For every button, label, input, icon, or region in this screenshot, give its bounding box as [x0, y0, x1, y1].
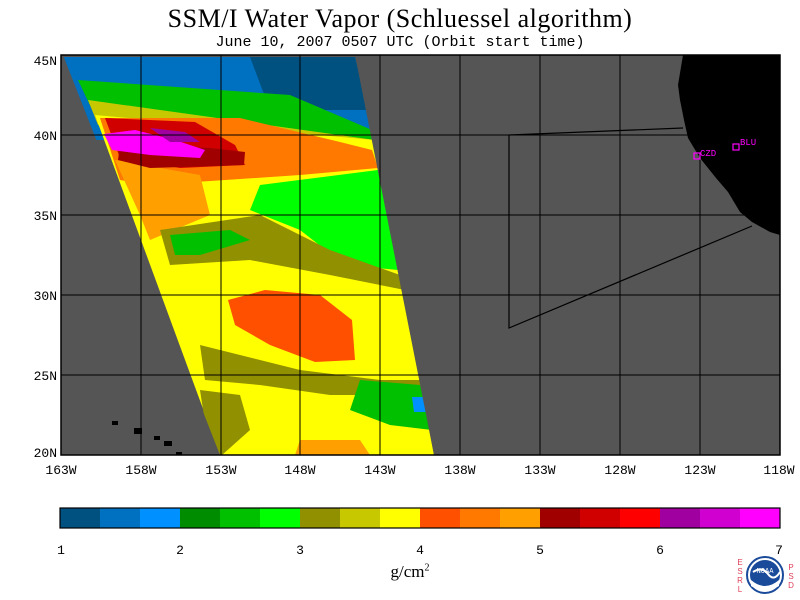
- colorbar-segment: [220, 508, 261, 528]
- logo-letter: P: [788, 563, 794, 572]
- lat-label: 25N: [34, 369, 57, 384]
- colorbar-tick: 4: [416, 543, 424, 558]
- lon-label: 128W: [604, 463, 635, 478]
- swath-band-orange-light: [115, 160, 210, 240]
- logo-letter: L: [737, 585, 743, 594]
- lon-label: 123W: [684, 463, 715, 478]
- colorbar-tick: 1: [57, 543, 65, 558]
- colorbar-segment: [380, 508, 421, 528]
- colorbar-segment: [580, 508, 621, 528]
- lat-label: 45N: [34, 54, 57, 69]
- colorbar: [60, 508, 781, 528]
- longitude-labels: 163W 158W 153W 148W 143W 138W 133W 128W …: [45, 463, 794, 478]
- lon-label: 148W: [284, 463, 315, 478]
- station-blu: BLU: [732, 138, 756, 151]
- colorbar-segment: [180, 508, 221, 528]
- swath-east-edge-mask: [355, 55, 780, 455]
- colorbar-tick: 6: [656, 543, 664, 558]
- colorbar-frame: [59, 507, 781, 529]
- logo-center-text: NOAA: [757, 568, 775, 576]
- lon-label: 153W: [205, 463, 236, 478]
- noaa-logo: NOAA: [746, 556, 784, 594]
- flight-track-top: [508, 127, 684, 136]
- units-label: g/cm: [390, 562, 425, 581]
- colorbar-tick: 5: [536, 543, 544, 558]
- colorbar-segment: [60, 508, 101, 528]
- map-title: SSM/I Water Vapor (Schluessel algorithm): [167, 4, 633, 33]
- logo-letter: S: [788, 572, 794, 581]
- lon-label: 118W: [763, 463, 794, 478]
- colorbar-segment: [740, 508, 781, 528]
- logo-letter: R: [737, 576, 743, 585]
- swath-band-green-mid: [250, 170, 398, 270]
- colorbar-segment: [140, 508, 181, 528]
- lat-label: 20N: [34, 446, 57, 461]
- lat-label: 30N: [34, 289, 57, 304]
- colorbar-tick: 7: [775, 543, 783, 558]
- colorbar-segment: [340, 508, 381, 528]
- colorbar-segment: [460, 508, 501, 528]
- colorbar-segment: [660, 508, 701, 528]
- colorbar-segment: [700, 508, 741, 528]
- map-subtitle: June 10, 2007 0507 UTC (Orbit start time…: [215, 34, 585, 51]
- station-label-blu: BLU: [740, 138, 756, 148]
- colorbar-segment: [540, 508, 581, 528]
- colorbar-tick: 2: [176, 543, 184, 558]
- flight-track: [508, 135, 753, 329]
- station-czd: CZD: [693, 149, 716, 160]
- latitude-labels: 45N 40N 35N 30N 25N 20N: [34, 54, 57, 461]
- map-frame: [60, 54, 781, 456]
- swath-band-orange-south: [295, 440, 370, 455]
- colorbar-segment: [420, 508, 461, 528]
- units-exponent: 2: [424, 562, 430, 574]
- swath-band-green-south: [350, 380, 432, 430]
- colorbar-segment: [300, 508, 341, 528]
- lon-label: 138W: [444, 463, 475, 478]
- lat-label: 35N: [34, 209, 57, 224]
- colorbar-segment: [620, 508, 661, 528]
- hawaii-islands: [112, 421, 182, 455]
- lon-label: 133W: [524, 463, 555, 478]
- logo-letter: S: [737, 567, 743, 576]
- lon-label: 158W: [125, 463, 156, 478]
- logo-letter: D: [788, 581, 794, 590]
- swath-band-magenta: [104, 130, 205, 158]
- colorbar-segment: [260, 508, 301, 528]
- logo-letter: E: [737, 558, 743, 567]
- lat-label: 40N: [34, 129, 57, 144]
- colorbar-units: g/cm2: [360, 562, 460, 582]
- lon-label: 143W: [364, 463, 395, 478]
- lon-label: 163W: [45, 463, 76, 478]
- swath-band-green-west: [170, 230, 250, 255]
- graticule: [61, 55, 780, 455]
- colorbar-ticks: 1 2 3 4 5 6 7: [57, 543, 783, 558]
- colorbar-segment: [100, 508, 141, 528]
- colorbar-tick: 3: [296, 543, 304, 558]
- land-north-america: [678, 55, 780, 235]
- colorbar-segment: [500, 508, 541, 528]
- swath-band-orange-core: [228, 290, 355, 362]
- station-label-czd: CZD: [700, 149, 716, 159]
